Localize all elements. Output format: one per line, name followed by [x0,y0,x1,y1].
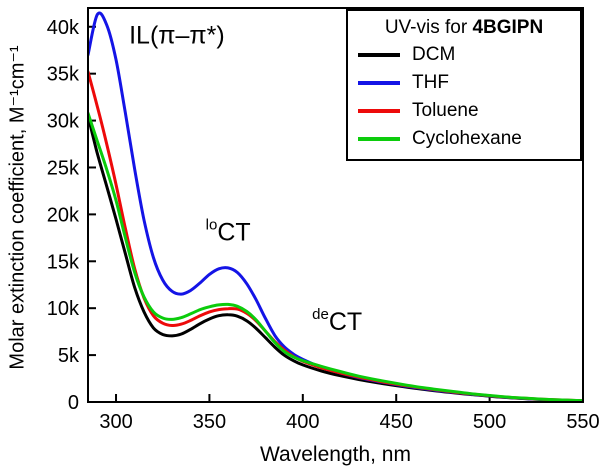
annotation-loct: loCT [206,217,251,247]
x-tick-label: 300 [99,411,132,433]
legend-item-cyclohexane: Cyclohexane [358,125,570,153]
legend-label: DCM [412,44,456,65]
legend-label: Toluene [412,100,479,121]
legend-entries: DCM THF Toluene Cyclohexane [358,41,570,153]
annotation-dect: deCT [312,306,362,336]
legend-title-compound: 4BGIPN [472,17,544,38]
legend-title-prefix: UV-vis for [384,17,473,38]
x-tick-label: 350 [193,411,226,433]
y-tick-label: 30k [47,111,80,133]
legend-line-swatch-toluene [358,109,400,113]
legend-label: THF [412,72,449,93]
legend-item-toluene: Toluene [358,97,570,125]
y-tick-label: 35k [47,64,80,86]
y-tick-label: 25k [47,157,80,179]
y-tick-label: 0 [68,392,79,414]
legend: UV-vis for 4BGIPN DCM THF Toluene Cyclohexa… [346,9,582,161]
x-tick-label: 400 [286,411,319,433]
legend-item-thf: THF [358,69,570,97]
y-tick-label: 40k [47,17,80,39]
x-axis-title: Wavelength, nm [260,443,411,466]
legend-line-swatch-cyclohexane [358,137,400,141]
y-axis-title: Molar extinction coefficient, M⁻¹cm⁻¹ [6,45,29,370]
annotation-il: IL(π–π*) [129,22,225,50]
x-tick-label: 450 [380,411,413,433]
legend-item-dcm: DCM [358,41,570,69]
x-tick-label: 550 [566,411,599,433]
legend-title: UV-vis for 4BGIPN [358,17,570,39]
legend-line-swatch-dcm [358,53,400,57]
y-tick-label: 15k [47,251,80,273]
series-line-cyclohexane [88,111,583,402]
y-tick-label: 10k [47,298,80,320]
legend-label: Cyclohexane [412,128,522,149]
legend-line-swatch-thf [358,81,400,85]
y-tick-label: 20k [47,204,80,226]
y-tick-label: 5k [58,345,80,367]
x-tick-label: 500 [473,411,506,433]
plot-border [87,7,584,403]
